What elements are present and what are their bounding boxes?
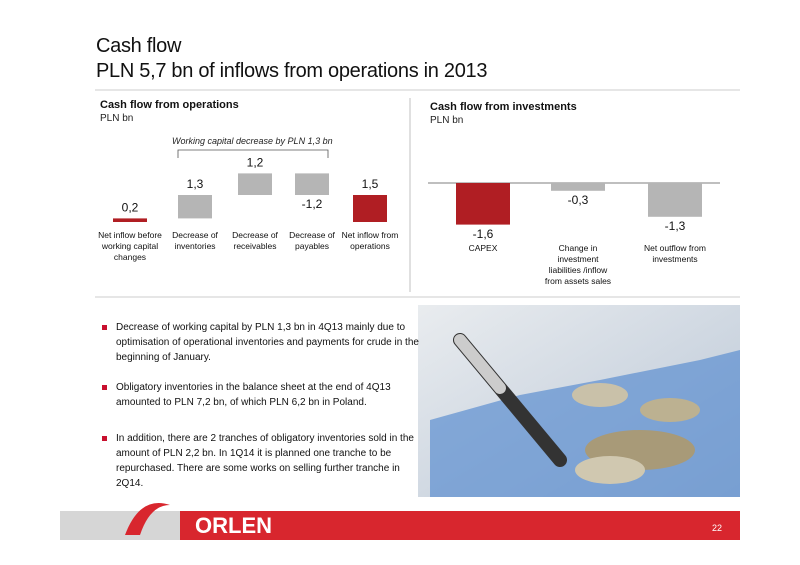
value-label: 1,5 [362, 177, 379, 191]
category-label: Change in investment liabilities /inflow… [544, 243, 612, 286]
page-number: 22 [712, 523, 722, 533]
title: Cash flow [96, 35, 182, 57]
category-label: Decrease of receivables [232, 230, 278, 251]
bar [295, 173, 329, 195]
value-label: 1,3 [187, 177, 204, 191]
category-label: Decrease of inventories [172, 230, 218, 251]
bar [353, 195, 387, 222]
chart-title: Cash flow from investments [430, 101, 577, 113]
chart-unit: PLN bn [100, 113, 134, 124]
value-label: 0,2 [122, 201, 139, 215]
value-label: 1,2 [247, 156, 264, 170]
category-label: CAPEX [468, 243, 498, 253]
bullet: In addition, there are 2 tranches of obl… [100, 431, 421, 491]
bar [551, 183, 605, 191]
bar [648, 183, 702, 217]
category-label: Net inflow before working capital change… [98, 230, 162, 262]
bar [456, 183, 510, 225]
bar [113, 218, 147, 222]
value-label: -1,6 [473, 227, 494, 241]
bracket [177, 149, 329, 158]
category-label: Net outflow from investments [644, 243, 706, 264]
bar [238, 173, 272, 195]
subtitle: PLN 5,7 bn of inflows from operations in… [96, 60, 488, 82]
chart-title: Cash flow from operations [100, 99, 239, 111]
category-label: Decrease of payables [289, 230, 335, 251]
logo-mark [125, 503, 170, 535]
value-label: -1,3 [665, 219, 686, 233]
annotation: Working capital decrease by PLN 1,3 bn [172, 136, 333, 146]
bullet: Decrease of working capital by PLN 1,3 b… [100, 320, 421, 365]
footer-red [180, 511, 740, 540]
category-label: Net inflow from operations [341, 230, 399, 251]
chart-unit: PLN bn [430, 115, 464, 126]
value-label: -1,2 [302, 197, 323, 211]
photo [418, 305, 740, 497]
logo: ORLEN [195, 513, 272, 538]
bullet: Obligatory inventories in the balance sh… [100, 380, 421, 410]
bar [178, 195, 212, 219]
value-label: -0,3 [568, 193, 589, 207]
